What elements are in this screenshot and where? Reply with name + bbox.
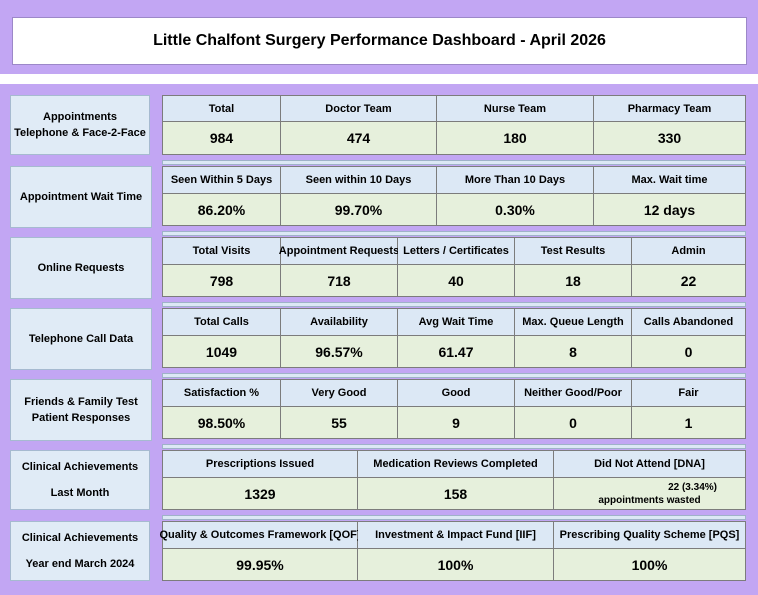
row-separator [162,231,746,236]
table-header: Admin [632,238,745,264]
table-header: Total Visits [163,238,280,264]
table-header: Prescriptions Issued [163,451,357,477]
section-label-telephone: Telephone Call Data [10,308,152,370]
table-value: 40 [398,265,514,296]
section-label-line: Patient Responses [31,412,131,424]
table-header: Quality & Outcomes Framework [QOF] [159,522,361,548]
section-label-line: Telephone & Face-2-Face [14,127,146,139]
table-header: Doctor Team [281,96,436,121]
table-header: Availability [281,309,397,335]
section-label-line: Clinical Achievements [21,461,139,473]
table-value: 9 [398,407,514,438]
divider-band [0,74,758,84]
table-header: Letters / Certificates [398,238,514,264]
table-value: 100% [358,549,553,580]
section-label-line: Appointment Wait Time [19,191,143,203]
table-value: 0 [632,336,745,367]
table-header: Calls Abandoned [632,309,745,335]
section-label-fft: Friends & Family Test Patient Responses [10,379,152,441]
table-header: Very Good [281,380,397,406]
row-separator [162,444,746,449]
table-value: 100% [554,549,745,580]
dna-count: 22 (3.34%) [668,481,717,493]
fft-table: Satisfaction % Very Good Good Neither Go… [162,379,746,439]
dna-value: 22 (3.34%) appointments wasted [554,478,745,509]
telephone-table: Total Calls Availability Avg Wait Time M… [162,308,746,368]
table-header: Avg Wait Time [398,309,514,335]
section-label-line: Friends & Family Test [24,396,138,408]
table-header: Investment & Impact Fund [IIF] [358,522,553,548]
dashboard-title-box: Little Chalfont Surgery Performance Dash… [12,17,747,65]
table-value: 99.95% [163,549,357,580]
table-header: Satisfaction % [163,380,280,406]
table-value: 8 [515,336,631,367]
row-separator [162,302,746,307]
table-header: Seen Within 5 Days [163,167,280,193]
table-header: More Than 10 Days [437,167,593,193]
table-value: 158 [358,478,553,509]
table-value: 61.47 [398,336,514,367]
appointments-table: Total Doctor Team Nurse Team Pharmacy Te… [162,95,746,155]
table-header: Max. Queue Length [515,309,631,335]
section-label-line: Appointments [43,111,117,123]
table-header: Good [398,380,514,406]
section-label-wait-time: Appointment Wait Time [10,166,152,228]
table-value: 86.20% [163,194,280,225]
table-header: Fair [632,380,745,406]
section-label-clinical-month: Clinical Achievements Last Month [10,450,150,510]
table-value: 330 [594,122,745,154]
table-header: Appointment Requests [279,238,399,264]
table-value: 12 days [594,194,745,225]
section-label-line: Online Requests [37,262,125,274]
table-value: 1 [632,407,745,438]
table-value: 18 [515,265,631,296]
table-value: 718 [281,265,397,296]
row-separator [162,160,746,165]
dna-caption: appointments wasted [598,494,701,506]
table-header: Total [163,96,280,121]
section-label-clinical-year: Clinical Achievements Year end March 202… [10,521,150,581]
table-value: 55 [281,407,397,438]
section-label-line: Clinical Achievements [21,532,139,544]
table-value: 0.30% [437,194,593,225]
table-header: Neither Good/Poor [515,380,631,406]
section-label-online-requests: Online Requests [10,237,152,299]
table-header: Medication Reviews Completed [358,451,553,477]
row-separator [162,373,746,378]
table-value: 180 [437,122,593,154]
table-value: 798 [163,265,280,296]
section-label-line: Last Month [50,487,110,499]
table-value: 0 [515,407,631,438]
table-header: Seen within 10 Days [281,167,436,193]
table-value: 1329 [163,478,357,509]
online-requests-table: Total Visits Appointment Requests Letter… [162,237,746,297]
page-title: Little Chalfont Surgery Performance Dash… [153,32,606,49]
table-header: Max. Wait time [594,167,745,193]
wait-time-table: Seen Within 5 Days Seen within 10 Days M… [162,166,746,226]
table-header: Total Calls [163,309,280,335]
table-header: Test Results [515,238,631,264]
table-header: Nurse Team [437,96,593,121]
table-value: 474 [281,122,436,154]
section-label-line: Year end March 2024 [25,558,135,570]
table-header: Did Not Attend [DNA] [554,451,745,477]
table-header: Prescribing Quality Scheme [PQS] [554,522,745,548]
clinical-month-table: Prescriptions Issued Medication Reviews … [162,450,746,510]
clinical-year-table: Quality & Outcomes Framework [QOF] Inves… [159,521,746,581]
row-separator [162,515,746,520]
section-label-line: Telephone Call Data [28,333,134,345]
table-value: 99.70% [281,194,436,225]
table-value: 96.57% [281,336,397,367]
table-header: Pharmacy Team [594,96,745,121]
table-value: 984 [163,122,280,154]
table-value: 1049 [163,336,280,367]
table-value: 98.50% [163,407,280,438]
section-label-appointments: Appointments Telephone & Face-2-Face [10,95,150,155]
table-value: 22 [632,265,745,296]
